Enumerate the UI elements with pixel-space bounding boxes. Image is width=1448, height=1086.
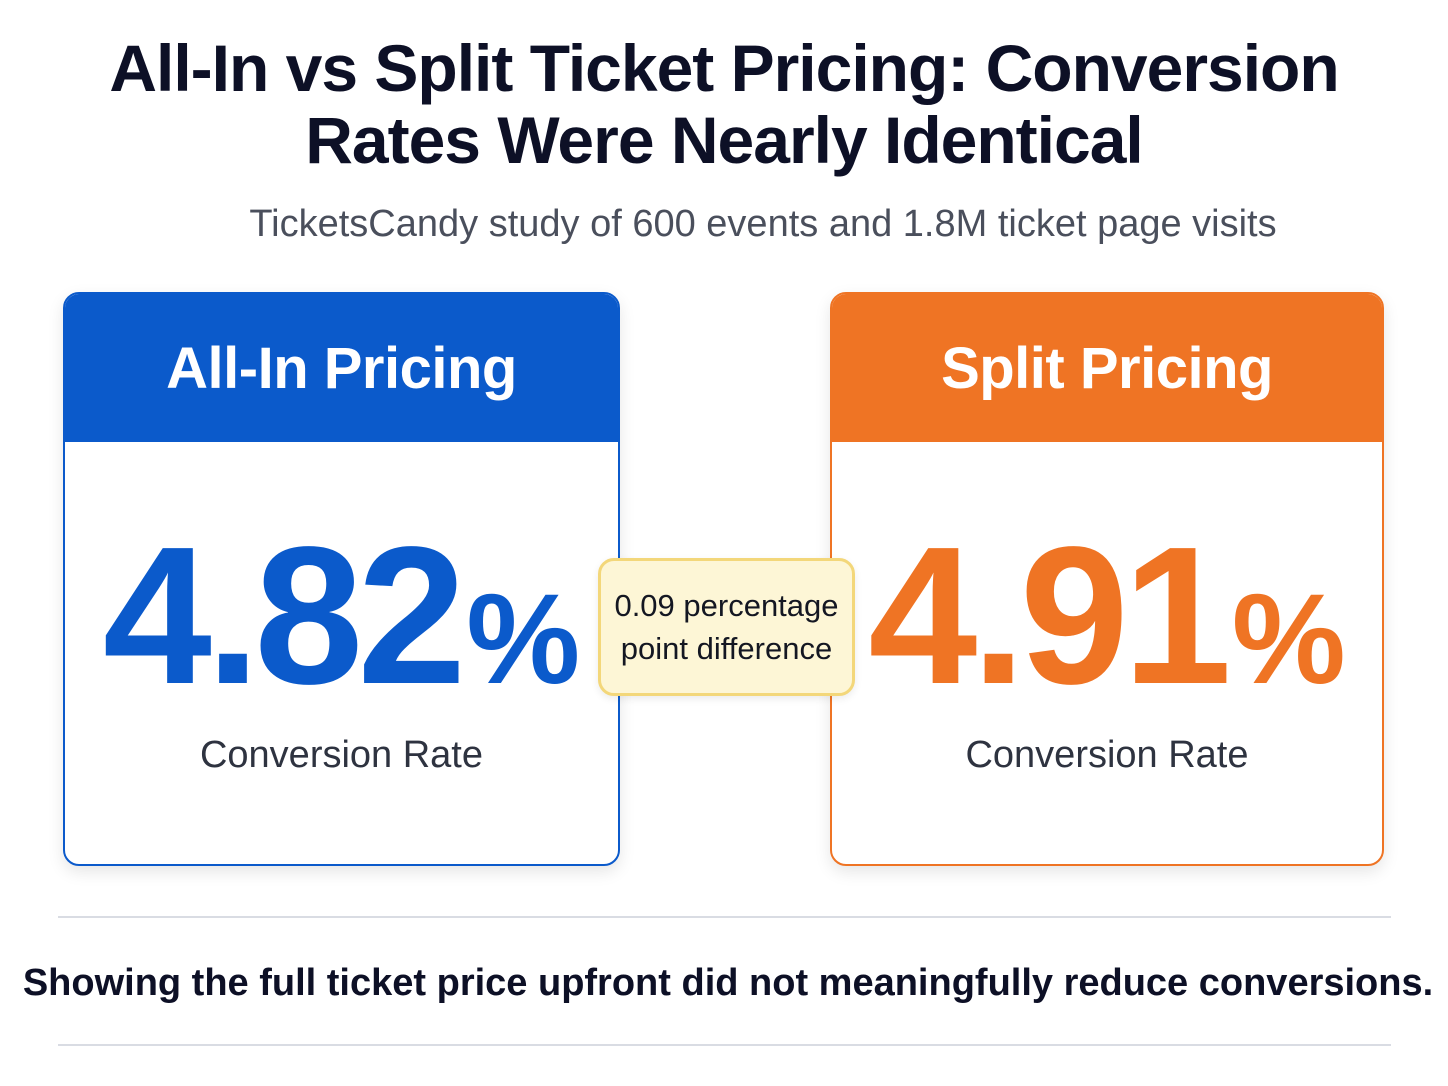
title-line-1: All-In vs Split Ticket Pricing: Conversi… [109,31,1339,105]
divider-bottom [58,1044,1391,1046]
split-pricing-header: Split Pricing [832,294,1382,442]
difference-badge: 0.09 percentage point difference [598,558,855,696]
all-in-pricing-card: All-In Pricing 4.82% Conversion Rate [63,292,620,866]
page-title: All-In vs Split Ticket Pricing: Conversi… [0,32,1448,176]
difference-line-1: 0.09 percentage [614,588,839,623]
split-conversion-label: Conversion Rate [965,734,1249,776]
all-in-conversion-label: Conversion Rate [199,734,484,776]
split-pricing-card: Split Pricing 4.91% Conversion Rate [830,292,1384,866]
conclusion-text: Showing the full ticket price upfront di… [22,962,1434,1004]
title-line-2: Rates Were Nearly Identical [305,103,1144,177]
split-conversion-value: 4.91% [832,516,1382,779]
divider-top [58,916,1391,918]
all-in-pricing-header: All-In Pricing [65,294,618,442]
difference-line-2: point difference [620,631,833,666]
all-in-conversion-value: 4.82% [65,516,618,779]
split-percent-sign: % [1231,568,1346,711]
page-subtitle: TicketsCandy study of 600 events and 1.8… [249,203,1277,245]
all-in-conversion-number: 4.82 [102,506,466,725]
all-in-percent-sign: % [466,568,581,711]
split-conversion-number: 4.91 [868,506,1231,725]
